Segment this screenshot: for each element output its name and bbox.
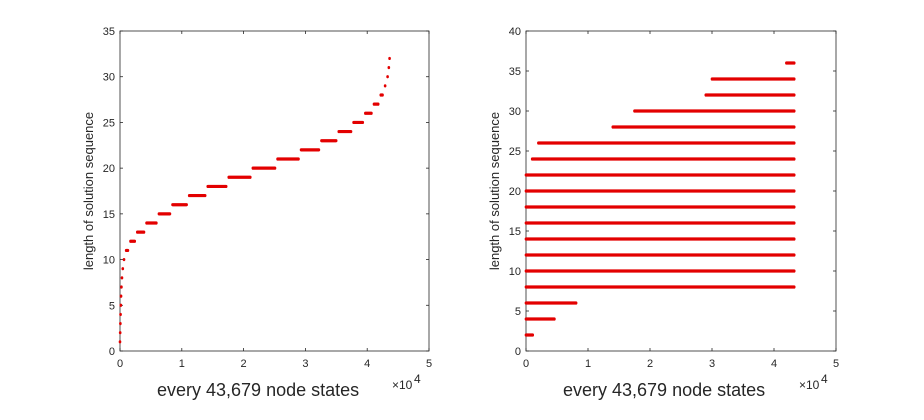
left-y-tick-label: 30 bbox=[103, 72, 115, 84]
right-y-tick-label: 30 bbox=[509, 106, 521, 118]
left-y-axis-label: length of solution sequence bbox=[81, 112, 96, 270]
left-data-band bbox=[387, 65, 391, 70]
left-data-band bbox=[386, 75, 389, 79]
right-data-band bbox=[704, 93, 796, 97]
left-x-tick-label: 2 bbox=[241, 358, 247, 370]
right-data-band bbox=[524, 301, 578, 305]
left-x-exponent-power: 4 bbox=[414, 372, 421, 386]
left-x-tick-label: 0 bbox=[117, 358, 123, 370]
right-data-band bbox=[785, 61, 796, 65]
left-y-tick-label: 5 bbox=[109, 300, 115, 312]
right-x-tick-label: 3 bbox=[709, 358, 715, 370]
left-data-band bbox=[352, 120, 365, 125]
right-data-band bbox=[633, 109, 796, 113]
left-data-band bbox=[120, 276, 124, 280]
right-y-tick-label: 10 bbox=[509, 266, 521, 278]
left-data-band bbox=[118, 340, 122, 344]
right-y-axis-label: length of solution sequence bbox=[487, 112, 502, 270]
right-data-band bbox=[524, 189, 796, 193]
right-data-band bbox=[524, 285, 796, 289]
left-x-tick-label: 5 bbox=[426, 358, 432, 370]
left-data-band bbox=[129, 239, 137, 243]
left-data-band bbox=[337, 129, 353, 134]
left-y-tick-label: 15 bbox=[103, 209, 115, 221]
left-y-tick-label: 10 bbox=[103, 255, 115, 267]
left-y-tick-label: 25 bbox=[103, 117, 115, 129]
right-x-tick-label: 0 bbox=[523, 358, 529, 370]
right-data-band bbox=[524, 317, 556, 321]
left-data-band bbox=[119, 294, 123, 298]
left-x-tick-label: 3 bbox=[302, 358, 308, 370]
right-data-band bbox=[524, 205, 796, 209]
left-data-band bbox=[372, 102, 380, 106]
right-y-tick-label: 20 bbox=[509, 186, 521, 198]
left-data-band bbox=[118, 331, 122, 335]
left-data-band bbox=[364, 111, 373, 115]
left-data-band bbox=[320, 139, 338, 143]
left-data-band bbox=[119, 303, 123, 307]
left-data-band bbox=[187, 193, 207, 198]
right-x-tick-label: 1 bbox=[585, 358, 591, 370]
right-y-tick-label: 25 bbox=[509, 146, 521, 158]
left-axes-box bbox=[119, 30, 430, 352]
left-data-band bbox=[136, 230, 146, 234]
left-data-band bbox=[299, 148, 321, 152]
left-data-band bbox=[388, 56, 391, 61]
right-data-band bbox=[537, 141, 796, 145]
left-y-tick-label: 0 bbox=[109, 346, 115, 358]
left-data-band bbox=[227, 175, 252, 179]
left-y-tick-label: 35 bbox=[103, 26, 115, 38]
left-data-band bbox=[124, 248, 130, 253]
right-data-band bbox=[524, 253, 796, 257]
left-data-band bbox=[145, 221, 158, 225]
right-y-tick-label: 35 bbox=[509, 66, 521, 78]
left-data-band bbox=[119, 321, 122, 326]
right-data-band bbox=[524, 269, 796, 273]
left-data-band bbox=[383, 84, 387, 88]
right-data-band bbox=[530, 157, 796, 161]
right-y-tick-label: 0 bbox=[515, 346, 521, 358]
right-y-tick-label: 15 bbox=[509, 226, 521, 238]
right-x-axis-label: every 43,679 node states bbox=[563, 380, 765, 400]
left-data-band bbox=[276, 157, 300, 161]
left-x-tick-label: 4 bbox=[364, 358, 370, 370]
left-y-tick-label: 20 bbox=[103, 163, 115, 175]
right-data-band bbox=[524, 333, 534, 337]
left-x-axis-label: every 43,679 node states bbox=[157, 380, 359, 400]
left-data-band bbox=[251, 166, 277, 170]
left-data-band bbox=[122, 257, 126, 262]
right-data-band bbox=[524, 221, 796, 225]
left-data-band bbox=[119, 312, 122, 317]
right-x-tick-label: 4 bbox=[771, 358, 777, 370]
right-y-tick-label: 5 bbox=[515, 306, 521, 318]
left-x-tick-label: 1 bbox=[179, 358, 185, 370]
left-data-band bbox=[206, 184, 228, 189]
right-data-band bbox=[710, 77, 796, 81]
left-data-band bbox=[171, 203, 188, 207]
right-data-band bbox=[524, 237, 796, 241]
left-data-band bbox=[157, 212, 172, 216]
left-data-band bbox=[379, 93, 384, 97]
right-x-exponent-power: 4 bbox=[821, 372, 828, 386]
right-x-tick-label: 5 bbox=[833, 358, 839, 370]
right-y-tick-label: 40 bbox=[509, 26, 521, 38]
left-x-exponent-label: ×10 bbox=[392, 378, 413, 392]
left-data-band bbox=[120, 285, 123, 289]
right-x-tick-label: 2 bbox=[647, 358, 653, 370]
right-data-band bbox=[611, 125, 796, 129]
left-data-band bbox=[121, 267, 125, 271]
right-data-band bbox=[524, 173, 796, 177]
right-x-exponent-label: ×10 bbox=[799, 378, 820, 392]
